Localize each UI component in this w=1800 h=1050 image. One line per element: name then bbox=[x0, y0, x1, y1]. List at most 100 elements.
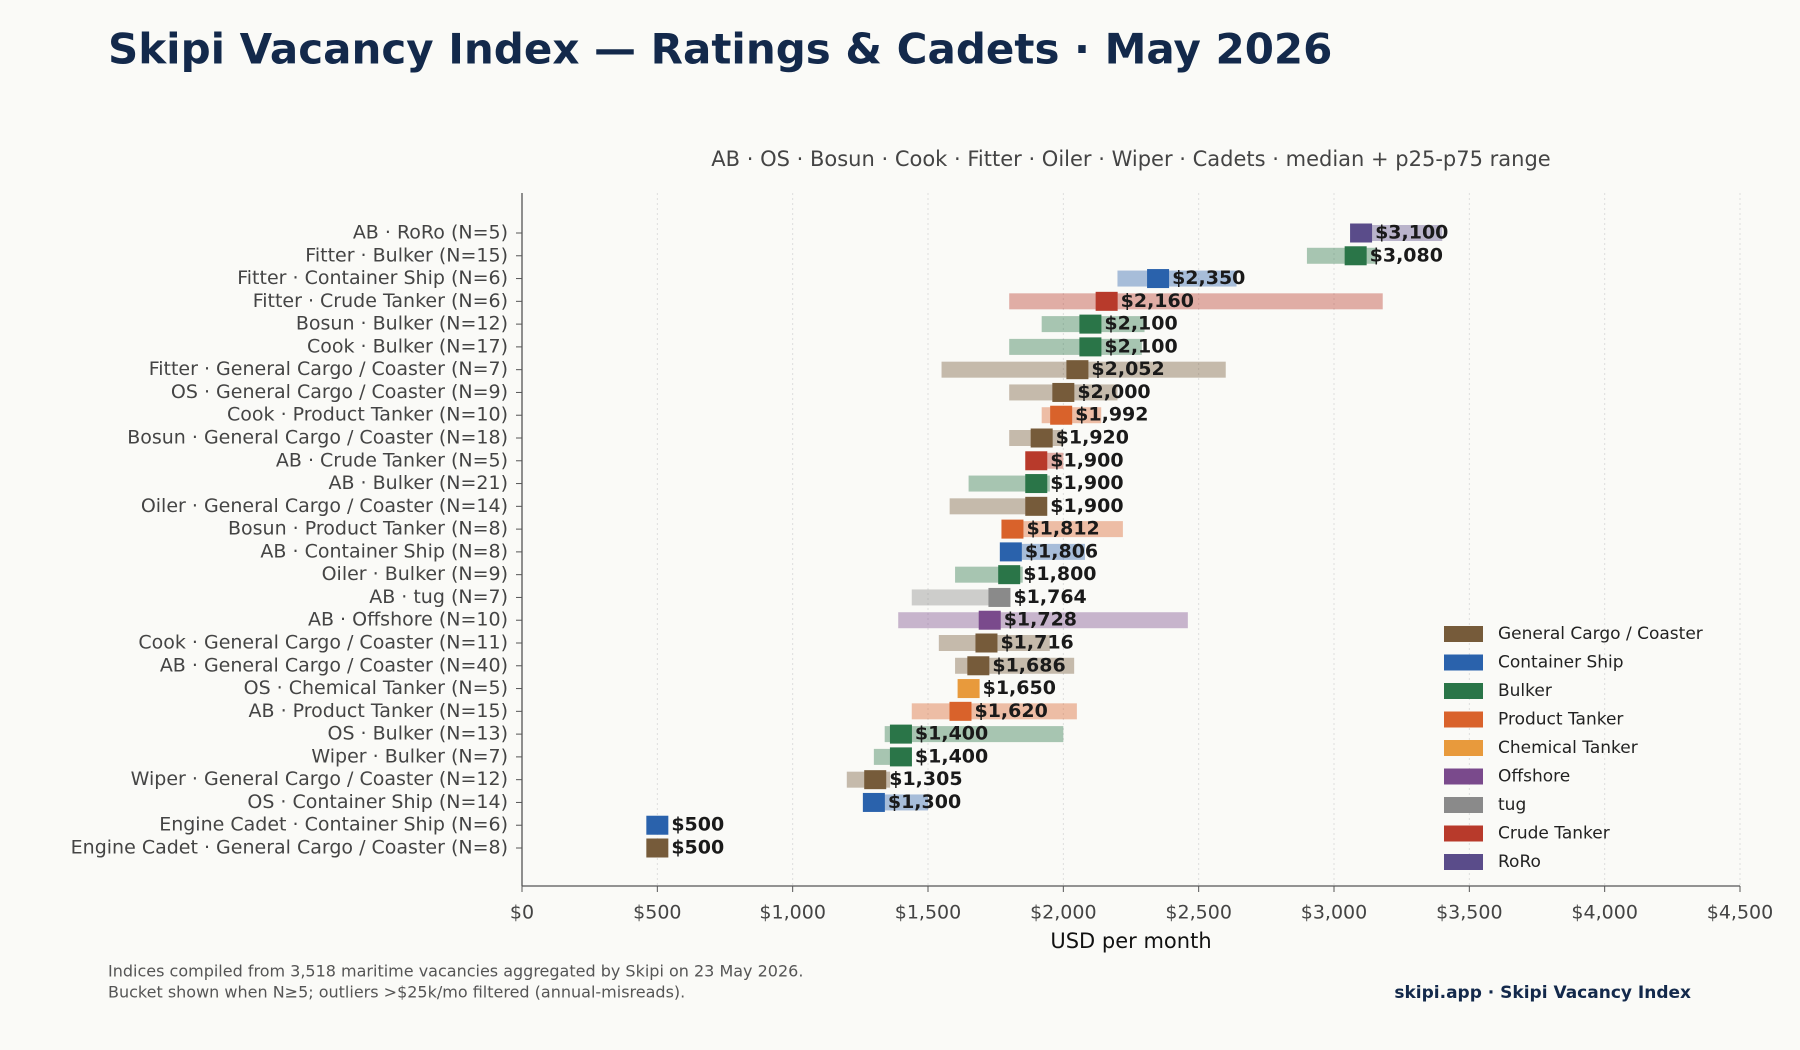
y-tick-label: Bosun · Bulker (N=12) bbox=[296, 313, 508, 335]
legend-label: Bulker bbox=[1498, 681, 1552, 701]
y-tick-label: AB · General Cargo / Coaster (N=40) bbox=[160, 654, 508, 676]
source: skipi.app · Skipi Vacancy Index bbox=[1394, 983, 1691, 1003]
chart-subtitle: AB · OS · Bosun · Cook · Fitter · Oiler … bbox=[711, 147, 1550, 171]
value-label: $1,900 bbox=[1050, 472, 1123, 494]
iqr-range bbox=[898, 612, 1188, 629]
legend-swatch bbox=[1444, 854, 1483, 870]
legend-swatch bbox=[1444, 825, 1483, 842]
median-marker bbox=[975, 633, 998, 653]
iqr-range bbox=[884, 726, 1064, 743]
legend-label: Container Ship bbox=[1498, 653, 1624, 673]
median-marker bbox=[949, 701, 972, 721]
y-tick-label: AB · Container Ship (N=8) bbox=[260, 540, 508, 562]
y-tick-label: AB · RoRo (N=5) bbox=[353, 222, 508, 244]
value-label: $1,620 bbox=[974, 700, 1047, 722]
y-tick-label: Cook · Bulker (N=17) bbox=[307, 335, 508, 357]
x-tick-label: $3,500 bbox=[1436, 902, 1502, 924]
x-tick-label: $0 bbox=[510, 902, 534, 924]
legend-label: General Cargo / Coaster bbox=[1498, 624, 1703, 644]
value-label: $1,900 bbox=[1050, 449, 1123, 471]
legend-label: RoRo bbox=[1498, 852, 1541, 872]
median-marker bbox=[1079, 314, 1102, 334]
x-axis-label: USD per month bbox=[1050, 929, 1211, 953]
value-label: $1,400 bbox=[915, 745, 988, 767]
y-tick-label: Bosun · General Cargo / Coaster (N=18) bbox=[127, 427, 508, 449]
iqr-range bbox=[1009, 338, 1142, 355]
x-tick-label: $2,500 bbox=[1165, 902, 1231, 924]
y-tick-label: Cook · General Cargo / Coaster (N=11) bbox=[138, 632, 508, 654]
median-marker bbox=[957, 679, 980, 699]
iqr-range bbox=[873, 794, 928, 811]
median-marker bbox=[1001, 519, 1024, 539]
median-marker bbox=[967, 656, 990, 676]
median-marker bbox=[1025, 496, 1048, 516]
y-tick-label: Oiler · General Cargo / Coaster (N=14) bbox=[141, 495, 508, 517]
legend-label: Offshore bbox=[1498, 767, 1570, 787]
legend-label: Crude Tanker bbox=[1498, 824, 1610, 844]
median-marker bbox=[862, 792, 885, 812]
legend-label: Chemical Tanker bbox=[1498, 738, 1638, 758]
value-label: $2,100 bbox=[1104, 313, 1177, 335]
median-marker bbox=[646, 815, 669, 835]
value-label: $1,764 bbox=[1013, 586, 1086, 608]
y-tick-label: Oiler · Bulker (N=9) bbox=[322, 563, 508, 585]
iqr-range bbox=[949, 498, 1045, 515]
legend-swatch bbox=[1444, 740, 1483, 756]
value-label: $1,400 bbox=[915, 723, 988, 745]
value-label: $1,716 bbox=[1000, 632, 1073, 654]
median-marker bbox=[1025, 451, 1048, 471]
value-label: $2,052 bbox=[1091, 358, 1164, 380]
median-marker bbox=[864, 770, 887, 790]
value-label: $3,100 bbox=[1375, 222, 1448, 244]
median-marker bbox=[646, 838, 669, 858]
y-tick-label: Wiper · Bulker (N=7) bbox=[311, 745, 508, 767]
value-label: $2,160 bbox=[1121, 290, 1194, 312]
value-label: $500 bbox=[671, 837, 724, 859]
y-tick-label: Wiper · General Cargo / Coaster (N=12) bbox=[131, 768, 508, 790]
value-label: $2,100 bbox=[1104, 335, 1177, 357]
y-tick-label: OS · Container Ship (N=14) bbox=[247, 791, 508, 813]
y-tick-label: OS · Bulker (N=13) bbox=[328, 723, 509, 745]
value-label: $1,650 bbox=[983, 677, 1056, 699]
iqr-range bbox=[1009, 293, 1383, 310]
value-label: $2,000 bbox=[1077, 381, 1150, 403]
footnote: Indices compiled from 3,518 maritime vac… bbox=[108, 962, 803, 981]
median-marker bbox=[978, 610, 1001, 630]
y-tick-label: Fitter · Crude Tanker (N=6) bbox=[253, 290, 508, 312]
y-tick-label: OS · Chemical Tanker (N=5) bbox=[244, 677, 508, 699]
value-label: $1,686 bbox=[992, 654, 1065, 676]
value-label: $1,992 bbox=[1075, 404, 1148, 426]
y-tick-label: Fitter · Bulker (N=15) bbox=[305, 244, 508, 266]
median-marker bbox=[1095, 291, 1118, 311]
iqr-range bbox=[1361, 225, 1443, 241]
value-label: $1,900 bbox=[1050, 495, 1123, 517]
y-tick-label: Engine Cadet · General Cargo / Coaster (… bbox=[71, 837, 508, 859]
median-marker bbox=[1066, 360, 1089, 380]
value-label: $1,300 bbox=[888, 791, 961, 813]
value-label: $1,728 bbox=[1004, 609, 1077, 631]
legend-swatch bbox=[1444, 768, 1483, 785]
x-tick-label: $4,000 bbox=[1571, 902, 1637, 924]
y-tick-label: OS · General Cargo / Coaster (N=9) bbox=[171, 381, 508, 403]
value-label: $1,920 bbox=[1056, 427, 1129, 449]
value-label: $2,350 bbox=[1172, 267, 1245, 289]
iqr-range bbox=[1306, 247, 1378, 264]
median-marker bbox=[1147, 269, 1170, 289]
x-tick-label: $1,500 bbox=[895, 902, 961, 924]
value-label: $1,806 bbox=[1025, 540, 1098, 562]
y-tick-label: AB · Bulker (N=21) bbox=[328, 472, 508, 494]
y-tick-label: Fitter · General Cargo / Coaster (N=7) bbox=[149, 358, 508, 380]
value-label: $3,080 bbox=[1370, 244, 1443, 266]
y-tick-label: Cook · Product Tanker (N=10) bbox=[227, 404, 508, 426]
x-tick-label: $2,000 bbox=[1030, 902, 1096, 924]
median-marker bbox=[1350, 223, 1373, 243]
median-marker bbox=[998, 565, 1021, 585]
y-tick-label: Bosun · Product Tanker (N=8) bbox=[228, 518, 508, 540]
median-marker bbox=[1344, 246, 1367, 266]
x-tick-label: $1,000 bbox=[759, 902, 825, 924]
median-marker bbox=[1052, 382, 1075, 402]
chart-title: Skipi Vacancy Index — Ratings & Cadets ·… bbox=[108, 25, 1332, 74]
value-label: $1,305 bbox=[889, 768, 962, 790]
legend-label: Product Tanker bbox=[1498, 710, 1623, 730]
